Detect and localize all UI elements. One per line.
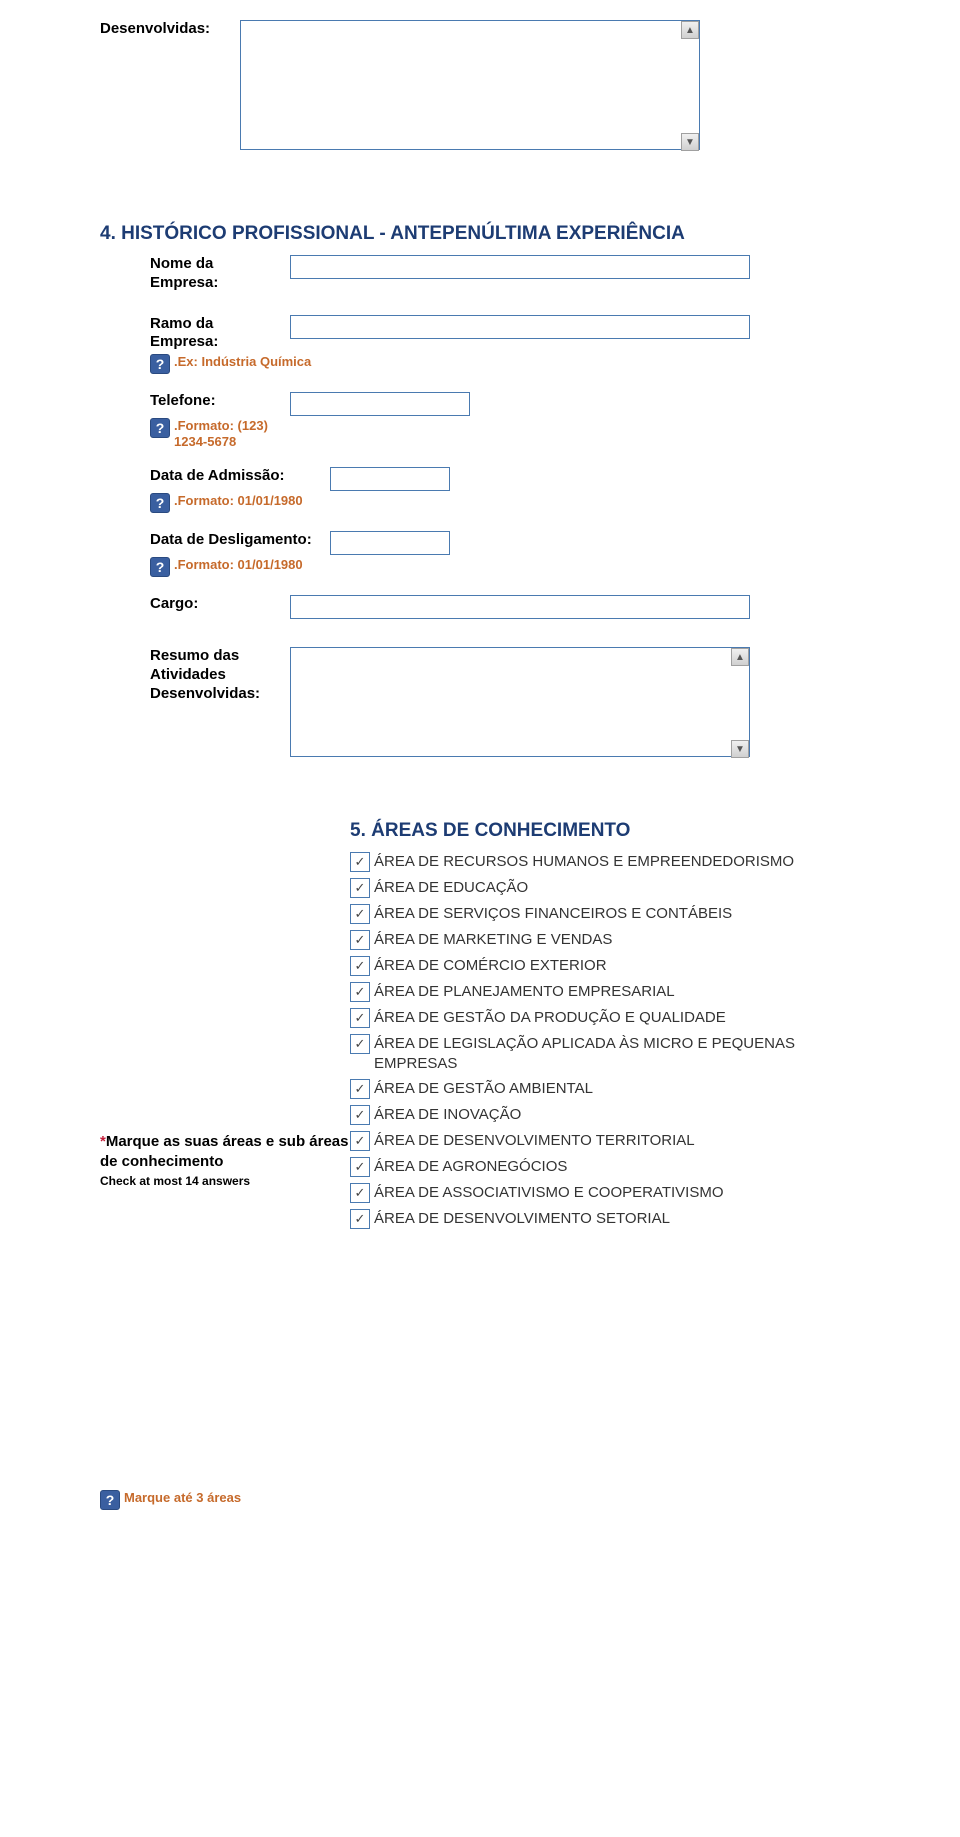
check-label: ÁREA DE PLANEJAMENTO EMPRESARIAL <box>374 982 675 1002</box>
check-label: ÁREA DE DESENVOLVIMENTO SETORIAL <box>374 1209 670 1229</box>
check-label: ÁREA DE AGRONEGÓCIOS <box>374 1157 567 1177</box>
check-label: ÁREA DE LEGISLAÇÃO APLICADA ÀS MICRO E P… <box>374 1034 860 1073</box>
checkbox[interactable]: ✓ <box>350 1209 370 1229</box>
section5-question: *Marque as suas áreas e sub áreas de con… <box>100 1132 350 1171</box>
check-item: ✓ÁREA DE RECURSOS HUMANOS E EMPREENDEDOR… <box>350 852 860 872</box>
help-icon: ? <box>150 418 170 438</box>
check-label: ÁREA DE MARKETING E VENDAS <box>374 930 612 950</box>
cargo-input[interactable] <box>290 595 750 619</box>
check-label: ÁREA DE ASSOCIATIVISMO E COOPERATIVISMO <box>374 1183 724 1203</box>
checkbox[interactable]: ✓ <box>350 1034 370 1054</box>
admissao-hint: .Formato: 01/01/1980 <box>174 493 303 509</box>
telefone-hint: .Formato: (123) 1234-5678 <box>174 418 304 449</box>
check-label: ÁREA DE EDUCAÇÃO <box>374 878 528 898</box>
check-item: ✓ÁREA DE AGRONEGÓCIOS <box>350 1157 860 1177</box>
check-item: ✓ÁREA DE SERVIÇOS FINANCEIROS E CONTÁBEI… <box>350 904 860 924</box>
section4-title: 4. HISTÓRICO PROFISSIONAL - ANTEPENÚLTIM… <box>100 223 860 245</box>
checkbox[interactable]: ✓ <box>350 1008 370 1028</box>
telefone-input[interactable] <box>290 392 470 416</box>
scroll-down-icon[interactable]: ▼ <box>731 740 749 758</box>
checklist: ✓ÁREA DE RECURSOS HUMANOS E EMPREENDEDOR… <box>350 852 860 1235</box>
ramo-empresa-input[interactable] <box>290 315 750 339</box>
check-item: ✓ÁREA DE COMÉRCIO EXTERIOR <box>350 956 860 976</box>
help-icon: ? <box>150 354 170 374</box>
check-label: ÁREA DE DESENVOLVIMENTO TERRITORIAL <box>374 1131 695 1151</box>
check-label: ÁREA DE RECURSOS HUMANOS E EMPREENDEDORI… <box>374 852 794 872</box>
telefone-label: Telefone: <box>150 392 282 411</box>
check-item: ✓ÁREA DE GESTÃO AMBIENTAL <box>350 1079 860 1099</box>
checkbox[interactable]: ✓ <box>350 1105 370 1125</box>
ramo-hint: .Ex: Indústria Química <box>174 354 311 370</box>
resumo-textarea[interactable] <box>290 647 750 757</box>
checkbox[interactable]: ✓ <box>350 878 370 898</box>
nome-empresa-input[interactable] <box>290 255 750 279</box>
checkbox[interactable]: ✓ <box>350 852 370 872</box>
desenvolvidas-textarea[interactable] <box>240 20 700 150</box>
nome-empresa-label: Nome da Empresa: <box>150 255 282 293</box>
check-label: ÁREA DE GESTÃO AMBIENTAL <box>374 1079 593 1099</box>
desenvolvidas-label: Desenvolvidas: <box>100 20 232 39</box>
checkbox[interactable]: ✓ <box>350 1131 370 1151</box>
check-label: ÁREA DE GESTÃO DA PRODUÇÃO E QUALIDADE <box>374 1008 726 1028</box>
check-item: ✓ÁREA DE EDUCAÇÃO <box>350 878 860 898</box>
desligamento-label: Data de Desligamento: <box>150 531 322 550</box>
help-icon: ? <box>150 493 170 513</box>
checkbox[interactable]: ✓ <box>350 1079 370 1099</box>
check-item: ✓ÁREA DE GESTÃO DA PRODUÇÃO E QUALIDADE <box>350 1008 860 1028</box>
admissao-input[interactable] <box>330 467 450 491</box>
resumo-label: Resumo das Atividades Desenvolvidas: <box>150 647 282 703</box>
scroll-up-icon[interactable]: ▲ <box>681 21 699 39</box>
check-label: ÁREA DE SERVIÇOS FINANCEIROS E CONTÁBEIS <box>374 904 732 924</box>
check-item: ✓ÁREA DE INOVAÇÃO <box>350 1105 860 1125</box>
checkbox[interactable]: ✓ <box>350 904 370 924</box>
checkbox[interactable]: ✓ <box>350 1183 370 1203</box>
check-item: ✓ÁREA DE DESENVOLVIMENTO TERRITORIAL <box>350 1131 860 1151</box>
admissao-label: Data de Admissão: <box>150 467 322 486</box>
checkbox[interactable]: ✓ <box>350 930 370 950</box>
scroll-up-icon[interactable]: ▲ <box>731 648 749 666</box>
ramo-empresa-label: Ramo da Empresa: <box>150 315 282 353</box>
checkbox[interactable]: ✓ <box>350 1157 370 1177</box>
section5-bottom-hint: Marque até 3 áreas <box>124 1490 241 1506</box>
check-item: ✓ÁREA DE DESENVOLVIMENTO SETORIAL <box>350 1209 860 1229</box>
desligamento-input[interactable] <box>330 531 450 555</box>
check-item: ✓ÁREA DE ASSOCIATIVISMO E COOPERATIVISMO <box>350 1183 860 1203</box>
checkbox[interactable]: ✓ <box>350 956 370 976</box>
cargo-label: Cargo: <box>150 595 282 614</box>
checkbox[interactable]: ✓ <box>350 982 370 1002</box>
check-label: ÁREA DE INOVAÇÃO <box>374 1105 521 1125</box>
check-item: ✓ÁREA DE LEGISLAÇÃO APLICADA ÀS MICRO E … <box>350 1034 860 1073</box>
desligamento-hint: .Formato: 01/01/1980 <box>174 557 303 573</box>
scroll-down-icon[interactable]: ▼ <box>681 133 699 151</box>
check-item: ✓ÁREA DE MARKETING E VENDAS <box>350 930 860 950</box>
check-item: ✓ÁREA DE PLANEJAMENTO EMPRESARIAL <box>350 982 860 1002</box>
help-icon: ? <box>100 1490 120 1510</box>
check-label: ÁREA DE COMÉRCIO EXTERIOR <box>374 956 607 976</box>
help-icon: ? <box>150 557 170 577</box>
section5-sublabel: Check at most 14 answers <box>100 1174 350 1188</box>
section5-title: 5. ÁREAS DE CONHECIMENTO <box>350 820 860 842</box>
